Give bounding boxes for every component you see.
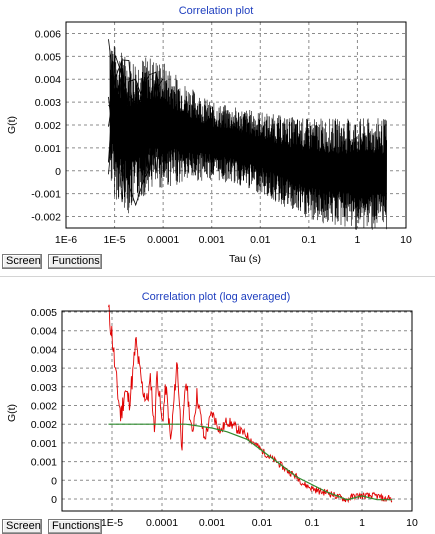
functions-button[interactable]: Functions <box>48 519 102 534</box>
y-tick-label: 0.001 <box>35 143 61 155</box>
x-tick-labels: 1E-5 0.0001 0.001 0.01 0.1 1 10 <box>101 517 418 529</box>
y-tick-label: 0.002 <box>31 401 57 413</box>
correlation-strand <box>108 57 164 207</box>
y-tick-label: 0 <box>51 475 57 487</box>
y-tick-label: 0.002 <box>35 120 61 132</box>
y-tick-label: 0.002 <box>31 419 57 431</box>
y-tick-label: -0.001 <box>31 189 61 201</box>
y-axis-label: G(t) <box>6 404 18 422</box>
x-tick-label: 0.1 <box>302 234 317 246</box>
screen-button[interactable]: Screen <box>2 254 42 269</box>
y-tick-label: -0.002 <box>31 212 61 224</box>
x-tick-labels: 1E-6 1E-5 0.0001 0.001 0.01 0.1 1 10 <box>55 234 412 246</box>
y-tick-label: 0.006 <box>35 28 61 40</box>
functions-button[interactable]: Functions <box>48 254 102 269</box>
x-tick-label: 1 <box>359 517 365 529</box>
x-tick-label: 10 <box>400 234 412 246</box>
plot-frame <box>61 310 413 512</box>
data-series <box>108 304 393 504</box>
y-tick-label: 0.001 <box>31 457 57 469</box>
log-averaged-correlation-chart: 0.005 0.004 0.004 0.003 0.003 0.002 0.002 0.001… <box>6 291 418 529</box>
data-series <box>108 39 387 230</box>
x-tick-label: 1E-5 <box>103 234 125 246</box>
screen-button[interactable]: Screen <box>2 519 42 534</box>
y-tick-label: 0 <box>51 494 57 506</box>
y-tick-label: 0.005 <box>35 51 61 63</box>
y-tick-label: 0.003 <box>31 363 57 375</box>
x-tick-label: 1E-5 <box>101 517 123 529</box>
y-axis-label: G(t) <box>6 116 18 134</box>
y-tick-label: 0.001 <box>31 438 57 450</box>
correlation-plot-chart: 0.006 0.005 0.004 0.003 0.002 0.001 0 -0.001 -0.… <box>6 5 412 265</box>
y-tick-label: 0.003 <box>31 382 57 394</box>
x-tick-label: 1E-6 <box>55 234 77 246</box>
x-tick-label: 0.0001 <box>146 517 178 529</box>
y-tick-label: 0.004 <box>31 344 57 356</box>
x-tick-label: 0.01 <box>252 517 273 529</box>
x-tick-label: 0.001 <box>199 234 225 246</box>
correlation-strand <box>108 39 164 171</box>
plot-frame <box>65 21 407 229</box>
averaged-trace <box>108 304 393 504</box>
fit-curve <box>108 423 393 501</box>
correlation-trace <box>109 46 387 230</box>
y-tick-labels: 0.006 0.005 0.004 0.003 0.002 0.001 0 -0.001 -0.… <box>31 28 61 223</box>
y-tick-label: 0.004 <box>31 326 57 338</box>
grid <box>62 311 412 511</box>
x-tick-label: 0.001 <box>199 517 225 529</box>
chart-title: Correlation plot <box>179 5 254 17</box>
correlation-strand <box>108 68 164 168</box>
chart-title: Correlation plot (log averaged) <box>142 291 291 303</box>
y-tick-label: 0.003 <box>35 97 61 109</box>
x-tick-label: 1 <box>355 234 361 246</box>
x-tick-label: 10 <box>406 517 418 529</box>
y-tick-label: 0.005 <box>31 307 57 319</box>
x-tick-label: 0.01 <box>250 234 271 246</box>
y-tick-labels: 0.005 0.004 0.004 0.003 0.003 0.002 0.002 0.001… <box>31 307 57 506</box>
y-tick-label: 0.004 <box>35 74 61 86</box>
correlation-plot-panel: 0.006 0.005 0.004 0.003 0.002 0.001 0 -0.001 -0.… <box>2 5 412 269</box>
x-tick-label: 0.0001 <box>147 234 179 246</box>
x-tick-label: 0.1 <box>305 517 320 529</box>
correlation-strand <box>108 78 164 203</box>
y-tick-label: 0 <box>55 166 61 178</box>
x-axis-label: Tau (s) <box>229 253 261 265</box>
log-averaged-plot-panel: 0.005 0.004 0.004 0.003 0.003 0.002 0.002 0.001… <box>0 285 435 534</box>
panel-divider <box>0 276 435 277</box>
